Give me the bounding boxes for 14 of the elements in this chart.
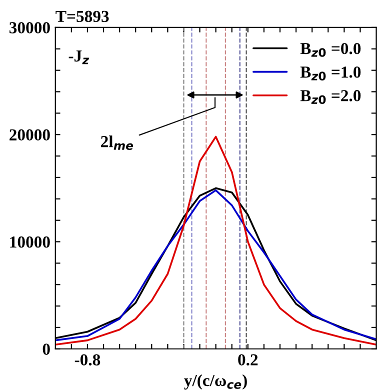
legend-label: B$_{z0}$ =0.0 (300, 42, 361, 57)
annotation: -J$_{z}$ (68, 50, 90, 64)
y-tick-label: 0 (42, 344, 50, 355)
y-tick-label: 20000 (10, 129, 50, 141)
chart-title: T=5893 (56, 10, 109, 22)
x-tick-label: -0.8 (74, 354, 100, 366)
annotation: 2l$_{me}$ (101, 136, 134, 150)
y-tick-label: 30000 (9, 22, 50, 34)
legend-label: B$_{z0}$ =2.0 (300, 90, 361, 104)
legend-label: B$_{z0}$ =1.0 (300, 66, 361, 80)
y-tick-label: 10000 (10, 236, 50, 248)
line-series (55, 136, 376, 346)
x-axis-title: y/(c/ω$_{ce}$) (184, 374, 247, 390)
x-tick-label: 0.2 (238, 354, 258, 366)
